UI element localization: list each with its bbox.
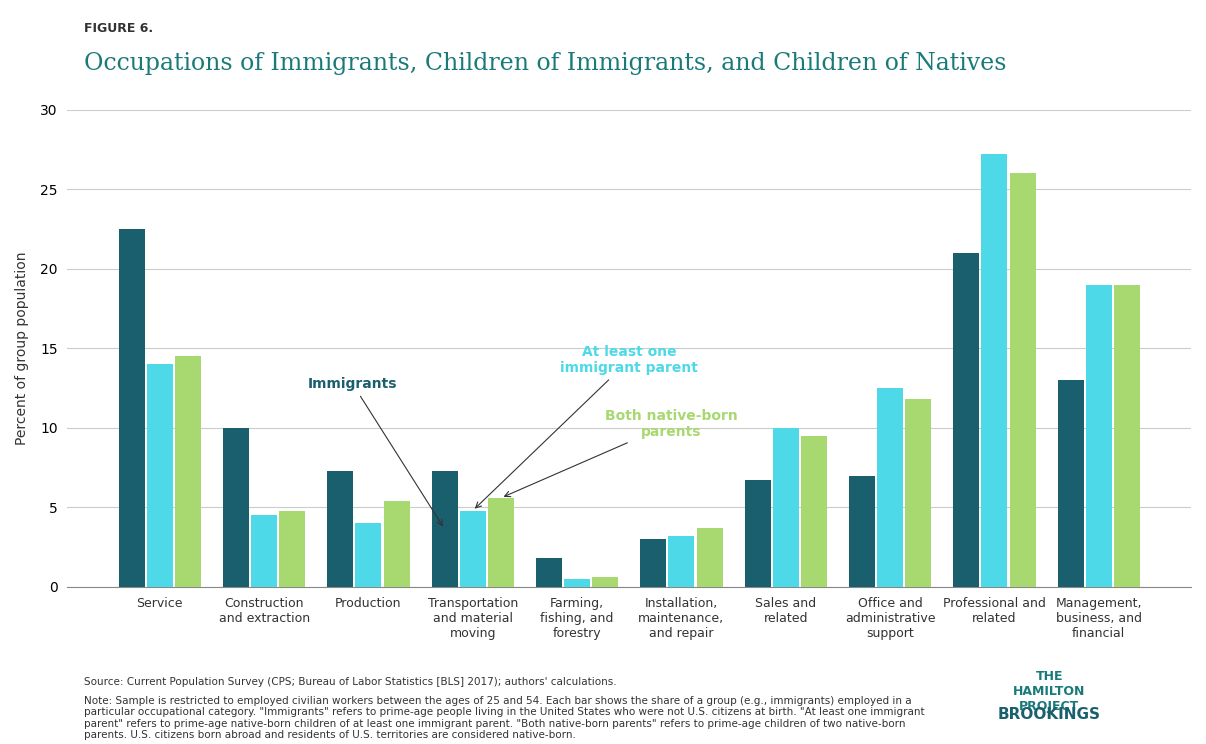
Bar — [849, 475, 874, 587]
Bar — [953, 253, 979, 587]
Bar — [668, 536, 695, 587]
Bar — [877, 388, 903, 587]
Bar — [327, 471, 353, 587]
Bar — [1058, 380, 1084, 587]
Text: At least one
immigrant parent: At least one immigrant parent — [475, 345, 698, 508]
Bar — [356, 523, 381, 587]
Text: Occupations of Immigrants, Children of Immigrants, and Children of Natives: Occupations of Immigrants, Children of I… — [84, 52, 1007, 75]
Text: Immigrants: Immigrants — [308, 377, 443, 525]
Text: BROOKINGS: BROOKINGS — [997, 707, 1101, 722]
Bar — [432, 471, 457, 587]
Text: Both native-born
parents: Both native-born parents — [504, 408, 737, 497]
Bar — [592, 577, 619, 587]
Bar — [118, 229, 145, 587]
Bar — [982, 154, 1007, 587]
Text: Source: Current Population Survey (CPS; Bureau of Labor Statistics [BLS] 2017); : Source: Current Population Survey (CPS; … — [84, 677, 617, 687]
Bar — [280, 510, 305, 587]
Bar — [384, 501, 410, 587]
Bar — [1114, 285, 1140, 587]
Bar — [801, 436, 827, 587]
Bar — [1009, 173, 1036, 587]
Bar — [251, 516, 277, 587]
Bar — [773, 428, 798, 587]
Bar — [1085, 285, 1112, 587]
Bar — [640, 539, 666, 587]
Text: Note: Sample is restricted to employed civilian workers between the ages of 25 a: Note: Sample is restricted to employed c… — [84, 696, 925, 740]
Bar — [175, 356, 201, 587]
Bar — [223, 428, 248, 587]
Bar — [744, 481, 771, 587]
Y-axis label: Percent of group population: Percent of group population — [14, 251, 29, 445]
Bar — [147, 365, 172, 587]
Bar — [535, 558, 562, 587]
Text: FIGURE 6.: FIGURE 6. — [84, 22, 153, 35]
Text: THE
HAMILTON
PROJECT: THE HAMILTON PROJECT — [1013, 670, 1085, 713]
Bar — [459, 510, 486, 587]
Bar — [564, 579, 590, 587]
Bar — [906, 400, 931, 587]
Bar — [697, 528, 722, 587]
Bar — [488, 498, 514, 587]
